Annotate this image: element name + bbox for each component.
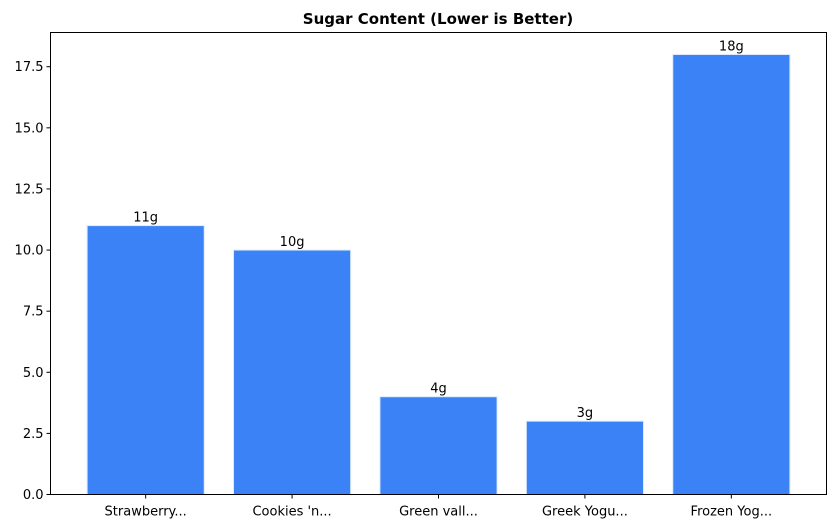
- chart-title: Sugar Content (Lower is Better): [303, 10, 573, 28]
- bar: [379, 396, 498, 496]
- bar: [233, 249, 352, 495]
- x-tick-label: Greek Yogu...: [542, 505, 628, 520]
- data-label: 10g: [280, 235, 305, 250]
- data-label: 11g: [133, 211, 158, 226]
- y-tick-label: 2.5: [23, 427, 44, 442]
- x-tick-label: Cookies 'n...: [252, 505, 331, 520]
- y-tick-label: 15.0: [15, 121, 44, 136]
- data-label: 4g: [430, 382, 447, 397]
- data-label: 18g: [719, 40, 744, 55]
- x-tick-label: Frozen Yog...: [691, 505, 773, 520]
- y-tick-label: 12.5: [15, 182, 44, 197]
- y-tick-label: 17.5: [15, 60, 44, 75]
- y-tick-label: 10.0: [15, 244, 44, 259]
- plot-frame: [50, 32, 827, 495]
- bar: [672, 54, 791, 495]
- bar: [86, 225, 205, 495]
- bar: [525, 420, 644, 495]
- x-tick-label: Green vall...: [399, 505, 478, 520]
- y-tick-label: 5.0: [23, 366, 44, 381]
- x-tick-label: Strawberry...: [105, 505, 187, 520]
- y-tick-label: 7.5: [23, 305, 44, 320]
- y-tick-label: 0.0: [23, 488, 44, 503]
- data-label: 3g: [577, 406, 594, 421]
